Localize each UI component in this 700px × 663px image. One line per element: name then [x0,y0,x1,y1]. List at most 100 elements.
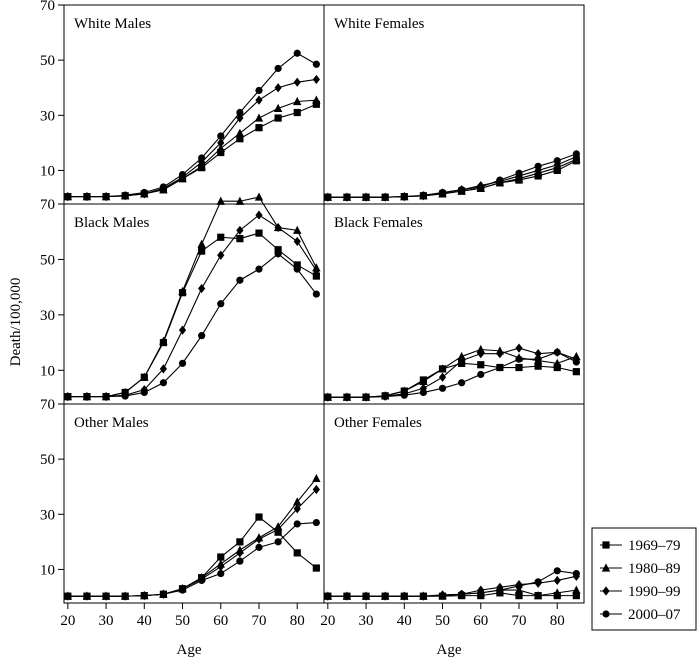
x-tick-label: 20 [320,613,335,629]
y-axis-label: Death/100,000 [8,278,24,367]
data-point [515,169,523,177]
y-tick-label: 30 [40,108,55,124]
data-point [400,391,408,399]
data-point [217,300,225,308]
panel-title: Other Females [334,415,422,431]
data-point [419,191,428,199]
data-point [477,370,485,379]
data-point [400,193,408,201]
data-point [102,193,110,201]
data-point [324,393,332,401]
data-point [534,578,542,586]
data-point [324,193,332,201]
data-point [553,575,561,586]
data-point [235,196,245,205]
legend-marker [602,610,610,618]
data-point [198,283,206,294]
data-point [217,569,225,578]
data-point [274,250,282,258]
y-tick-label: 70 [40,0,55,14]
data-point [458,379,466,387]
data-point [255,86,263,95]
legend-marker [602,586,610,596]
data-point [496,363,504,372]
x-tick-label: 30 [99,613,114,629]
data-point [198,154,206,162]
data-point [419,376,428,385]
legend-marker [602,541,610,549]
data-point [293,549,301,557]
data-point [534,162,542,170]
data-point [236,108,244,117]
data-point [496,349,504,359]
data-point [140,372,149,381]
data-point [438,592,447,600]
data-point [293,497,302,506]
legend-marker [601,563,611,572]
data-point [419,592,428,600]
data-point [312,60,320,68]
y-tick-label: 50 [40,452,55,468]
data-point [400,592,408,600]
data-point [343,592,351,600]
data-point [178,586,187,594]
data-point [140,188,148,197]
data-point [178,286,187,295]
data-point [381,193,389,201]
data-point [293,49,301,57]
data-point [102,592,110,600]
x-tick-label: 20 [60,613,75,629]
data-point [477,349,485,359]
legend-label: 2000–07 [628,607,681,623]
panel-black-males: Black Males [63,192,325,405]
panel-frame [323,403,585,604]
x-tick-label: 50 [435,613,450,629]
y-axes: 10 30 50 70 10 30 50 70 10 30 50 70 [40,0,64,578]
data-point [293,261,301,269]
data-point [458,355,466,366]
data-point [217,562,225,572]
y-tick-label: 50 [40,252,55,268]
data-point [274,524,282,535]
data-point [255,534,263,544]
series-2000-07 [324,150,580,201]
data-point [553,363,561,372]
data-point [343,393,351,401]
data-point [553,348,561,356]
data-point [312,564,320,572]
data-point [381,393,389,401]
data-point [312,518,320,527]
data-point [362,592,370,600]
data-point [515,592,523,600]
data-point [457,351,466,361]
data-point [140,388,148,397]
data-point [572,569,580,578]
data-point [198,332,206,340]
x-tick-label: 50 [175,613,190,629]
data-point [217,138,225,148]
data-point [312,290,320,298]
data-point [274,246,282,254]
data-point [438,364,447,373]
data-point [236,548,244,558]
panel-grid: White Males White Females Black Males Black… [63,4,585,604]
data-point [553,588,562,597]
data-point [534,355,542,363]
data-point [274,114,282,122]
data-point [121,592,129,600]
x-tick-label: 70 [512,613,527,629]
data-point [254,113,264,122]
data-point [312,272,320,280]
data-point [496,176,504,184]
series-2000-07 [64,518,320,600]
panel-title: Black Males [74,215,150,231]
data-point [274,538,282,546]
data-point [121,191,129,199]
data-point [476,344,485,354]
data-point [198,247,206,255]
data-point [293,77,301,87]
panel-black-females: Black Females [323,203,585,405]
data-point [477,589,485,597]
data-point [419,388,428,397]
data-point [64,592,72,600]
